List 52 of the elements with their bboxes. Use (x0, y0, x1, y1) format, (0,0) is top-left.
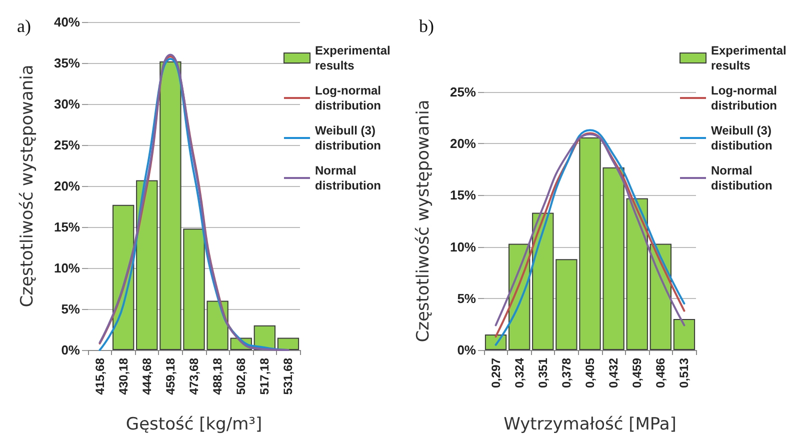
x-axis-title: Gęstość [kg/m³] (126, 414, 262, 434)
y-tick-label: 25% (54, 138, 80, 152)
y-tick-label: 30% (54, 96, 80, 112)
bar (532, 212, 554, 350)
x-tick-label: 0,405 (583, 358, 597, 388)
x-tick-label: 0,324 (512, 358, 526, 388)
y-tick-label: 20% (54, 178, 80, 194)
y-tick-label: 0% (61, 342, 80, 358)
legend-label: Normal distibution (711, 164, 772, 192)
legend-label: Normal distribution (315, 164, 381, 192)
y-tick-label: 5% (61, 302, 80, 316)
y-tick-label: 35% (54, 56, 80, 70)
x-tick-label: 473,68 (187, 358, 201, 395)
y-tick-label: 5% (457, 290, 476, 306)
chart-title: a) (17, 16, 31, 36)
x-tick-label: 459,18 (163, 358, 178, 395)
chart-title: b) (419, 16, 434, 36)
x-axis-title: Wytrzymałość [MPa] (504, 414, 676, 434)
y-tick-label: 10% (450, 239, 476, 254)
legend-label: Weibull (3) distribution (315, 124, 381, 152)
bar (626, 198, 648, 350)
y-tick-label: 20% (450, 136, 476, 152)
y-axis-title: Częstotliwość występowania (414, 100, 434, 342)
legend-label: Experimental results (315, 44, 394, 72)
x-tick-label: 502,68 (234, 358, 248, 395)
y-tick-label: 10% (54, 260, 80, 276)
legend-label: Log-normal distribution (711, 84, 780, 112)
x-tick-label: 517,18 (258, 358, 272, 395)
legend-label: Log-normal distribution (315, 84, 384, 112)
y-tick-label: 15% (54, 220, 80, 234)
x-tick-label: 444,68 (140, 358, 154, 395)
x-tick-label: 0,459 (630, 358, 644, 388)
bar (136, 180, 158, 350)
y-tick-label: 0% (457, 342, 476, 358)
x-tick-label: 0,378 (559, 358, 574, 388)
x-tick-label: 0,297 (488, 358, 503, 388)
legend-label: Weibull (3) distibution (711, 124, 775, 152)
x-tick-label: 0,351 (536, 358, 550, 388)
y-tick-label: 40% (54, 14, 80, 30)
x-tick-label: 0,513 (677, 358, 692, 388)
y-tick-label: 15% (450, 188, 476, 203)
y-tick-label: 25% (450, 84, 476, 100)
bar (277, 338, 300, 350)
bar (673, 319, 696, 350)
x-tick-label: 0,432 (606, 358, 621, 388)
legend-label: Experimental results (711, 44, 790, 72)
x-tick-label: 488,18 (210, 358, 225, 395)
x-tick-label: 0,486 (654, 358, 668, 388)
x-tick-label: 531,68 (281, 358, 296, 395)
y-axis-title: Częstotliwość występowania (18, 64, 38, 308)
x-tick-label: 430,18 (116, 358, 130, 395)
x-tick-label: 415,68 (92, 358, 107, 395)
